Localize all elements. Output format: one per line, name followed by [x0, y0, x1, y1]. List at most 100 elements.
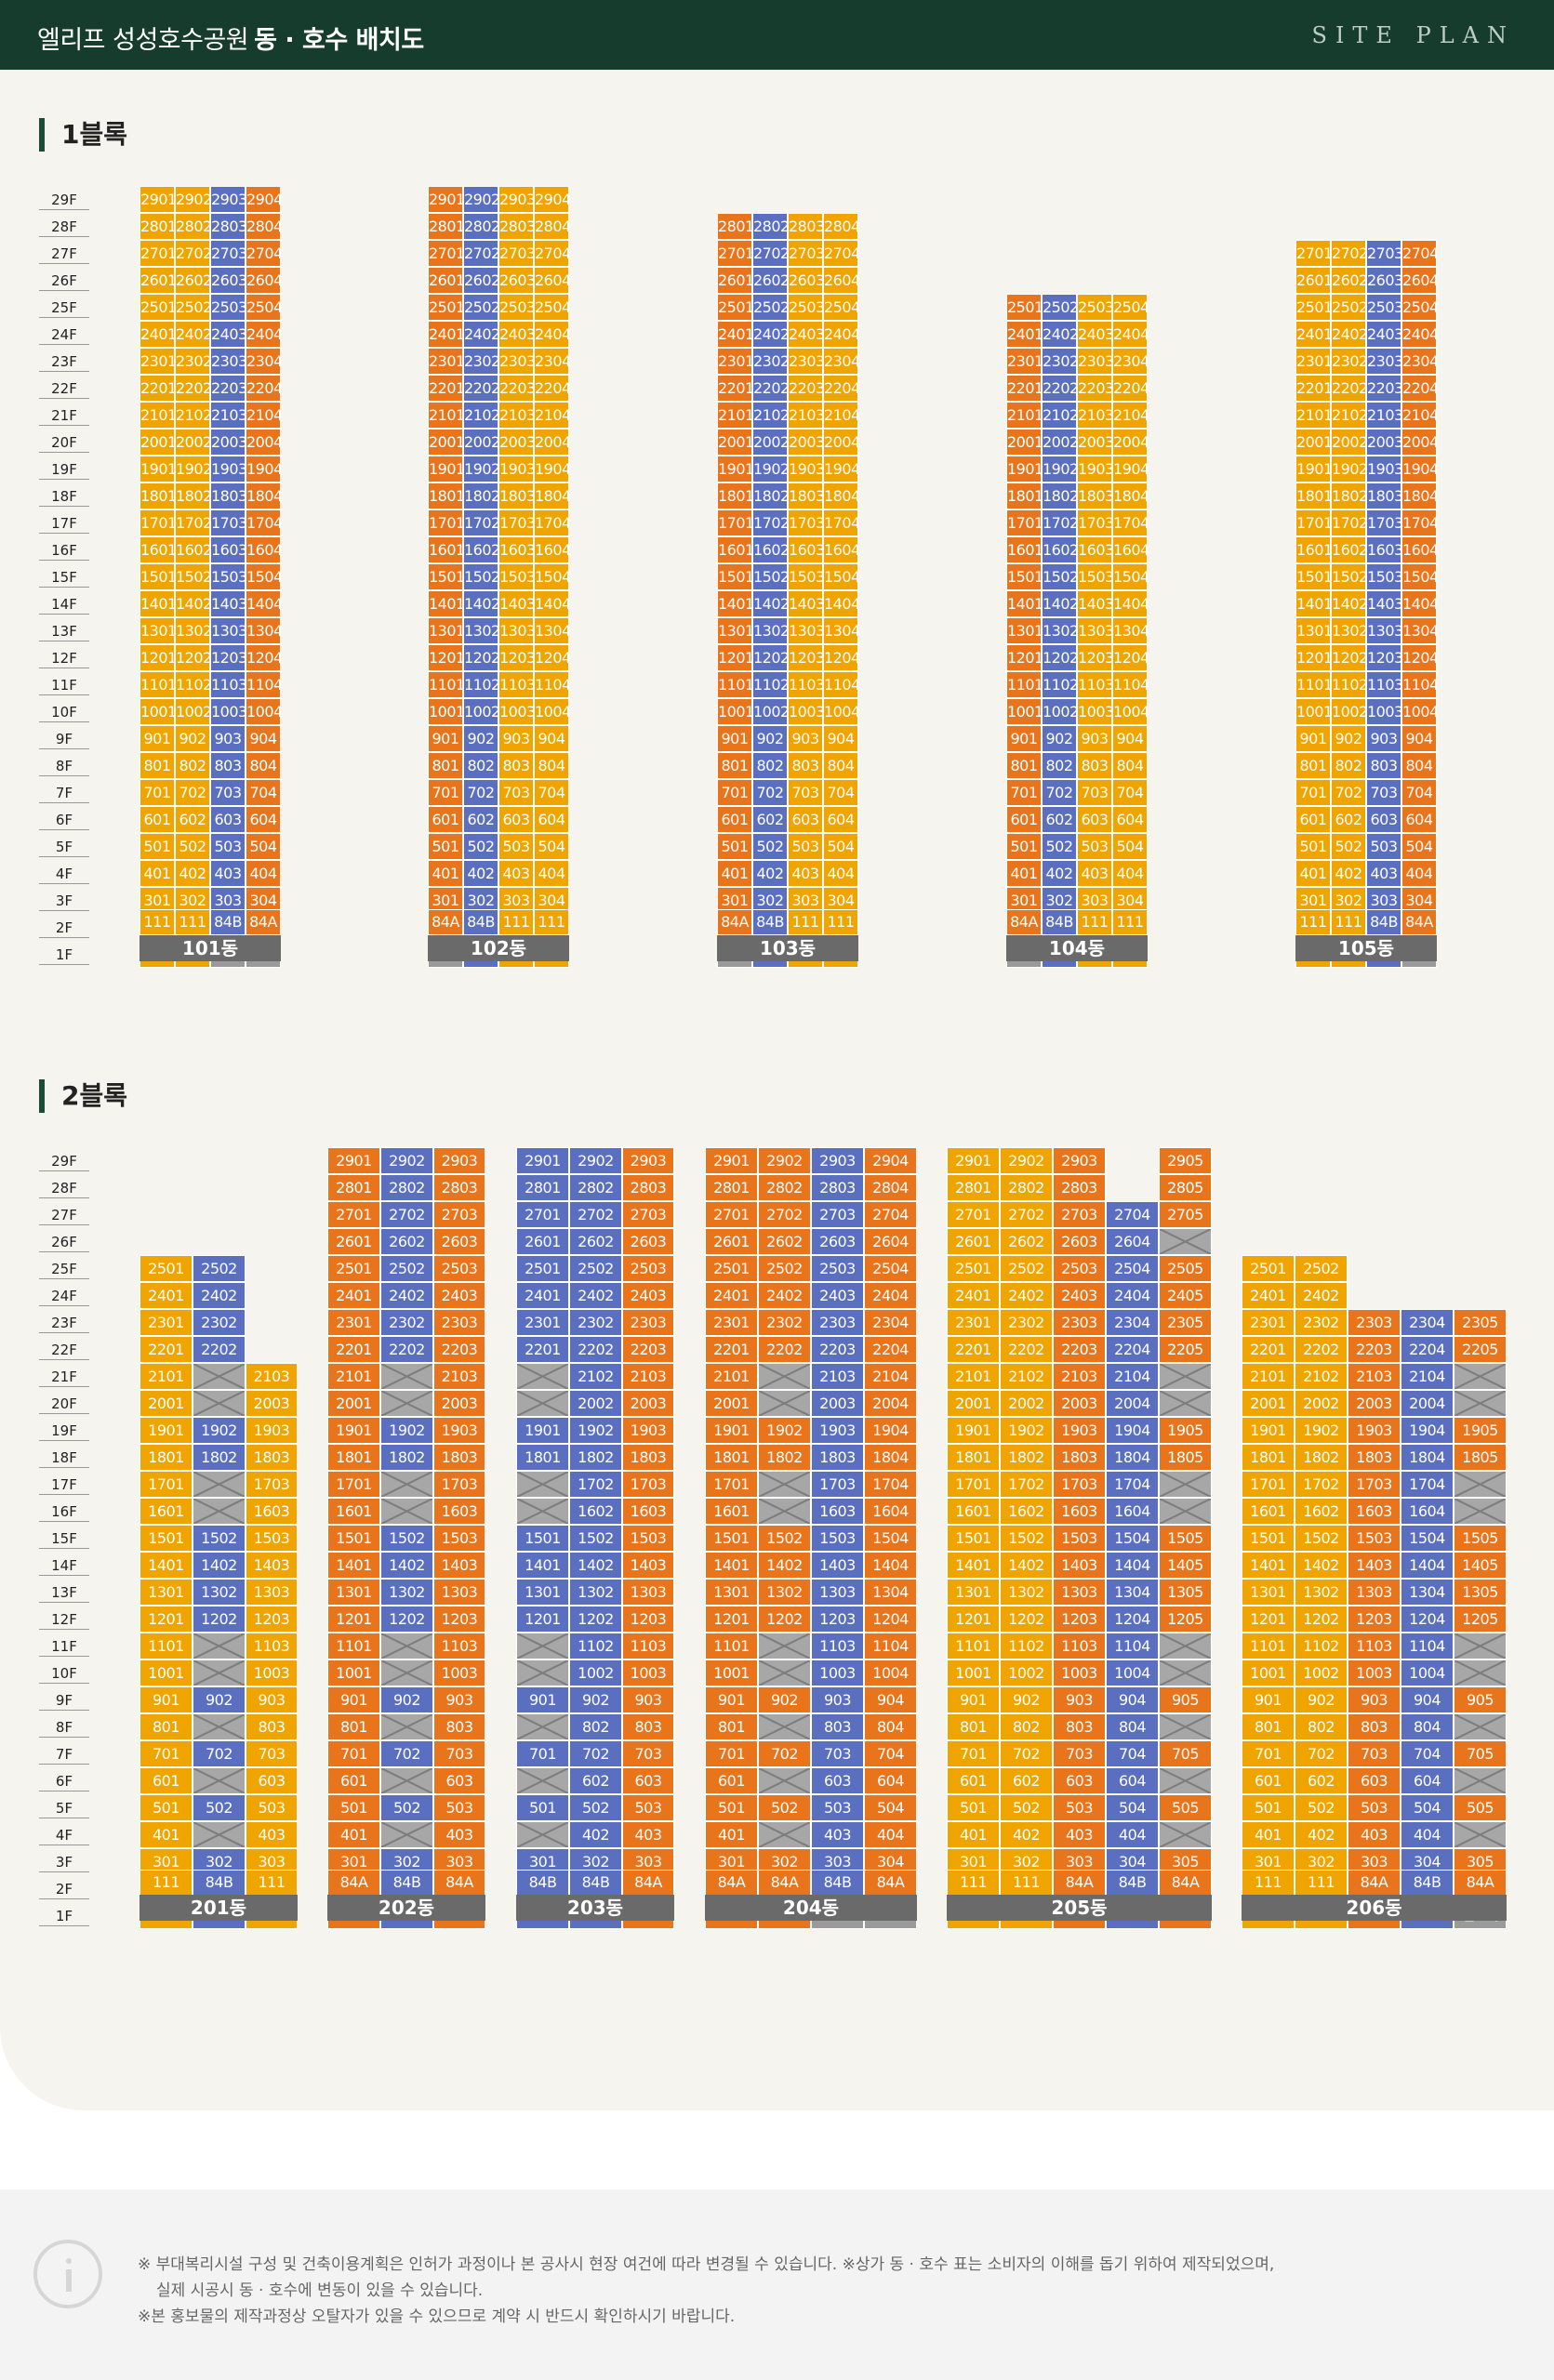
unit-104동-902[interactable]: 902 [1042, 725, 1077, 752]
unit-104동-604[interactable]: 604 [1112, 806, 1148, 833]
unit-102동-1303[interactable]: 1303 [498, 617, 534, 644]
unit-205동-2002[interactable]: 2002 [1000, 1390, 1053, 1417]
unit-203동-2902[interactable]: 2902 [569, 1147, 622, 1174]
unit-201동-2502[interactable]: 2502 [193, 1255, 246, 1282]
unit-104동-1404[interactable]: 1404 [1112, 590, 1148, 617]
unit-104동-504[interactable]: 504 [1112, 833, 1148, 860]
unit-205동-1003[interactable]: 1003 [1053, 1659, 1106, 1686]
unit-204동-1704[interactable]: 1704 [864, 1471, 917, 1498]
unit-203동-2401[interactable]: 2401 [516, 1282, 569, 1309]
unit-206동-801[interactable]: 801 [1242, 1713, 1295, 1740]
unit-101동-2002[interactable]: 2002 [175, 429, 210, 456]
unit-103동-1802[interactable]: 1802 [752, 483, 788, 509]
unit-105동-801[interactable]: 801 [1295, 752, 1331, 779]
unit-104동-903[interactable]: 903 [1077, 725, 1112, 752]
unit-203동-2002[interactable]: 2002 [569, 1390, 622, 1417]
unit-205동-1601[interactable]: 1601 [947, 1498, 1000, 1525]
unit-202동-2903[interactable]: 2903 [433, 1147, 485, 1174]
unit-103동-903[interactable]: 903 [788, 725, 823, 752]
unit-206동-1103[interactable]: 1103 [1348, 1633, 1401, 1659]
unit-205동-803[interactable]: 803 [1053, 1713, 1106, 1740]
unit-205동-2203[interactable]: 2203 [1053, 1336, 1106, 1363]
unit-205동-2805[interactable]: 2805 [1159, 1174, 1212, 1201]
unit-102동-404[interactable]: 404 [534, 860, 569, 887]
unit-102동-702[interactable]: 702 [463, 779, 498, 806]
unit-201동-703[interactable]: 703 [246, 1740, 298, 1767]
unit-104동-404[interactable]: 404 [1112, 860, 1148, 887]
unit-203동-803[interactable]: 803 [622, 1713, 674, 1740]
unit-201동-1703[interactable]: 1703 [246, 1471, 298, 1498]
unit-202동-2502[interactable]: 2502 [380, 1255, 433, 1282]
unit-203동-1801[interactable]: 1801 [516, 1444, 569, 1471]
unit-103동-2004[interactable]: 2004 [823, 429, 858, 456]
unit-102동-1201[interactable]: 1201 [428, 644, 463, 671]
unit-205동-2903[interactable]: 2903 [1053, 1147, 1106, 1174]
unit-203동-1202[interactable]: 1202 [569, 1606, 622, 1633]
unit-102동-1704[interactable]: 1704 [534, 509, 569, 536]
unit-104동-2503[interactable]: 2503 [1077, 294, 1112, 321]
unit-104동-704[interactable]: 704 [1112, 779, 1148, 806]
unit-206동-701[interactable]: 701 [1242, 1740, 1295, 1767]
unit-102동-2104[interactable]: 2104 [534, 402, 569, 429]
unit-204동-701[interactable]: 701 [705, 1740, 758, 1767]
unit-202동-2402[interactable]: 2402 [380, 1282, 433, 1309]
unit-202동-601[interactable]: 601 [327, 1767, 380, 1794]
unit-102동-1703[interactable]: 1703 [498, 509, 534, 536]
unit-105동-2604[interactable]: 2604 [1401, 267, 1437, 294]
unit-202동-2801[interactable]: 2801 [327, 1174, 380, 1201]
unit-203동-602[interactable]: 602 [569, 1767, 622, 1794]
unit-205동-2701[interactable]: 2701 [947, 1201, 1000, 1228]
unit-204동-2103[interactable]: 2103 [811, 1363, 864, 1390]
unit-206동-1801[interactable]: 1801 [1242, 1444, 1295, 1471]
unit-105동-1703[interactable]: 1703 [1366, 509, 1401, 536]
unit-104동-2002[interactable]: 2002 [1042, 429, 1077, 456]
unit-204동-1601[interactable]: 1601 [705, 1498, 758, 1525]
unit-206동-1404[interactable]: 1404 [1401, 1552, 1454, 1579]
unit-101동-1102[interactable]: 1102 [175, 671, 210, 698]
unit-104동-1104[interactable]: 1104 [1112, 671, 1148, 698]
unit-203동-1303[interactable]: 1303 [622, 1579, 674, 1606]
unit-101동-703[interactable]: 703 [210, 779, 246, 806]
unit-102동-2403[interactable]: 2403 [498, 321, 534, 348]
unit-202동-1201[interactable]: 1201 [327, 1606, 380, 1633]
unit-101동-602[interactable]: 602 [175, 806, 210, 833]
unit-203동-2903[interactable]: 2903 [622, 1147, 674, 1174]
unit-203동-1302[interactable]: 1302 [569, 1579, 622, 1606]
unit-201동-2103[interactable]: 2103 [246, 1363, 298, 1390]
unit-105동-1402[interactable]: 1402 [1331, 590, 1366, 617]
unit-205동-1303[interactable]: 1303 [1053, 1579, 1106, 1606]
unit-101동-2804[interactable]: 2804 [246, 213, 281, 240]
unit-104동-2103[interactable]: 2103 [1077, 402, 1112, 429]
unit-101동-2802[interactable]: 2802 [175, 213, 210, 240]
unit-206동-1604[interactable]: 1604 [1401, 1498, 1454, 1525]
unit-105동-402[interactable]: 402 [1331, 860, 1366, 887]
unit-101동-1501[interactable]: 1501 [139, 563, 175, 590]
unit-205동-1302[interactable]: 1302 [1000, 1579, 1053, 1606]
unit-105동-603[interactable]: 603 [1366, 806, 1401, 833]
unit-103동-603[interactable]: 603 [788, 806, 823, 833]
unit-103동-702[interactable]: 702 [752, 779, 788, 806]
unit-204동-2301[interactable]: 2301 [705, 1309, 758, 1336]
unit-104동-601[interactable]: 601 [1006, 806, 1042, 833]
unit-202동-2901[interactable]: 2901 [327, 1147, 380, 1174]
unit-104동-503[interactable]: 503 [1077, 833, 1112, 860]
unit-103동-2001[interactable]: 2001 [717, 429, 752, 456]
unit-102동-1803[interactable]: 1803 [498, 483, 534, 509]
unit-205동-1701[interactable]: 1701 [947, 1471, 1000, 1498]
unit-102동-2304[interactable]: 2304 [534, 348, 569, 375]
unit-101동-1901[interactable]: 1901 [139, 456, 175, 483]
unit-202동-803[interactable]: 803 [433, 1713, 485, 1740]
unit-206동-504[interactable]: 504 [1401, 1794, 1454, 1821]
unit-101동-804[interactable]: 804 [246, 752, 281, 779]
unit-101동-2004[interactable]: 2004 [246, 429, 281, 456]
unit-102동-601[interactable]: 601 [428, 806, 463, 833]
unit-204동-2003[interactable]: 2003 [811, 1390, 864, 1417]
unit-103동-2303[interactable]: 2303 [788, 348, 823, 375]
unit-101동-601[interactable]: 601 [139, 806, 175, 833]
unit-102동-902[interactable]: 902 [463, 725, 498, 752]
unit-201동-1103[interactable]: 1103 [246, 1633, 298, 1659]
unit-203동-403[interactable]: 403 [622, 1821, 674, 1848]
unit-102동-1701[interactable]: 1701 [428, 509, 463, 536]
unit-101동-2703[interactable]: 2703 [210, 240, 246, 267]
unit-105동-2201[interactable]: 2201 [1295, 375, 1331, 402]
